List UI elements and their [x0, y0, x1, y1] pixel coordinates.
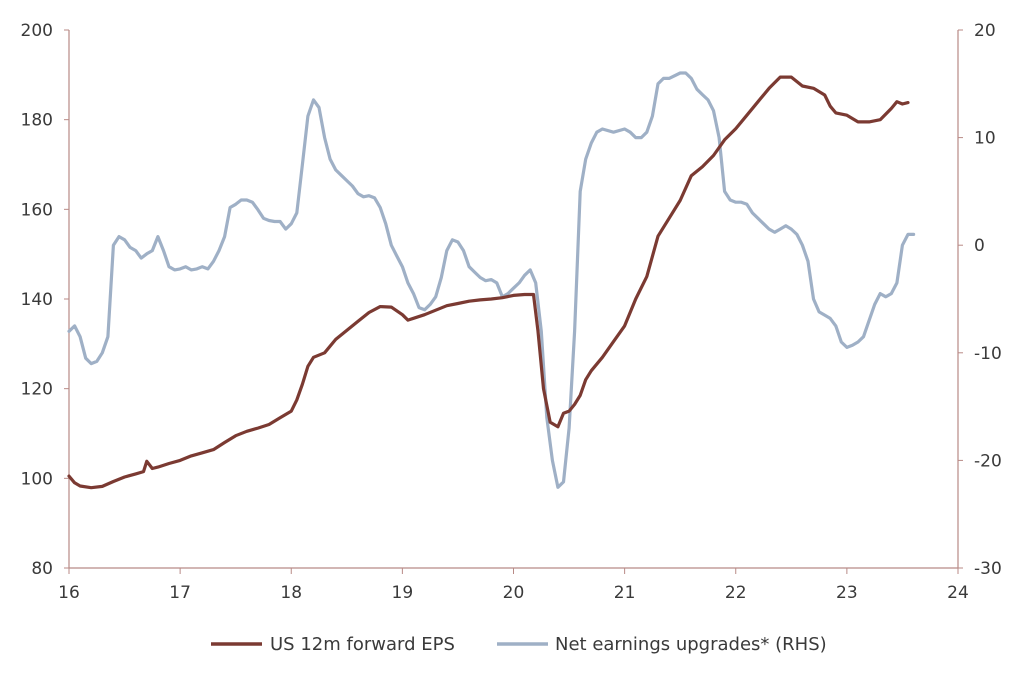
y-left-tick-label: 80: [31, 559, 53, 579]
y-right-tick-label: -30: [974, 559, 1002, 579]
y-right-tick-label: -20: [974, 451, 1002, 471]
axes: 16 17 18 19 20 21 22 23 2480100120140160180200-3…: [21, 21, 1002, 603]
y-left-tick-label: 160: [21, 200, 53, 220]
x-tick-label: 17: [169, 583, 191, 603]
y-left-tick-label: 200: [21, 21, 53, 41]
legend: US 12m forward EPS Net earnings upgrades*…: [211, 634, 827, 655]
legend-label: Net earnings upgrades* (RHS): [555, 634, 827, 655]
upgrades-series-line: [67, 71, 916, 489]
y-right-tick-label: -10: [974, 344, 1002, 364]
x-tick-label: 21: [614, 583, 636, 603]
plot-lines: [67, 71, 916, 490]
x-tick-label: 18: [280, 583, 302, 603]
x-tick-label: 22: [725, 583, 747, 603]
y-right-tick-label: 10: [974, 129, 996, 149]
y-right-tick-label: 0: [974, 236, 985, 256]
x-tick-label: 19: [392, 583, 414, 603]
x-tick-label: 24: [947, 583, 969, 603]
y-left-tick-label: 120: [21, 380, 53, 400]
y-right-tick-label: 20: [974, 21, 996, 41]
x-tick-label: 16: [58, 583, 80, 603]
y-left-tick-label: 140: [21, 290, 53, 310]
legend-label: US 12m forward EPS: [270, 634, 455, 655]
y-left-tick-label: 100: [21, 469, 53, 489]
y-left-tick-label: 180: [21, 111, 53, 131]
x-tick-label: 20: [503, 583, 525, 603]
x-tick-label: 23: [836, 583, 858, 603]
eps-series-line: [67, 75, 910, 490]
